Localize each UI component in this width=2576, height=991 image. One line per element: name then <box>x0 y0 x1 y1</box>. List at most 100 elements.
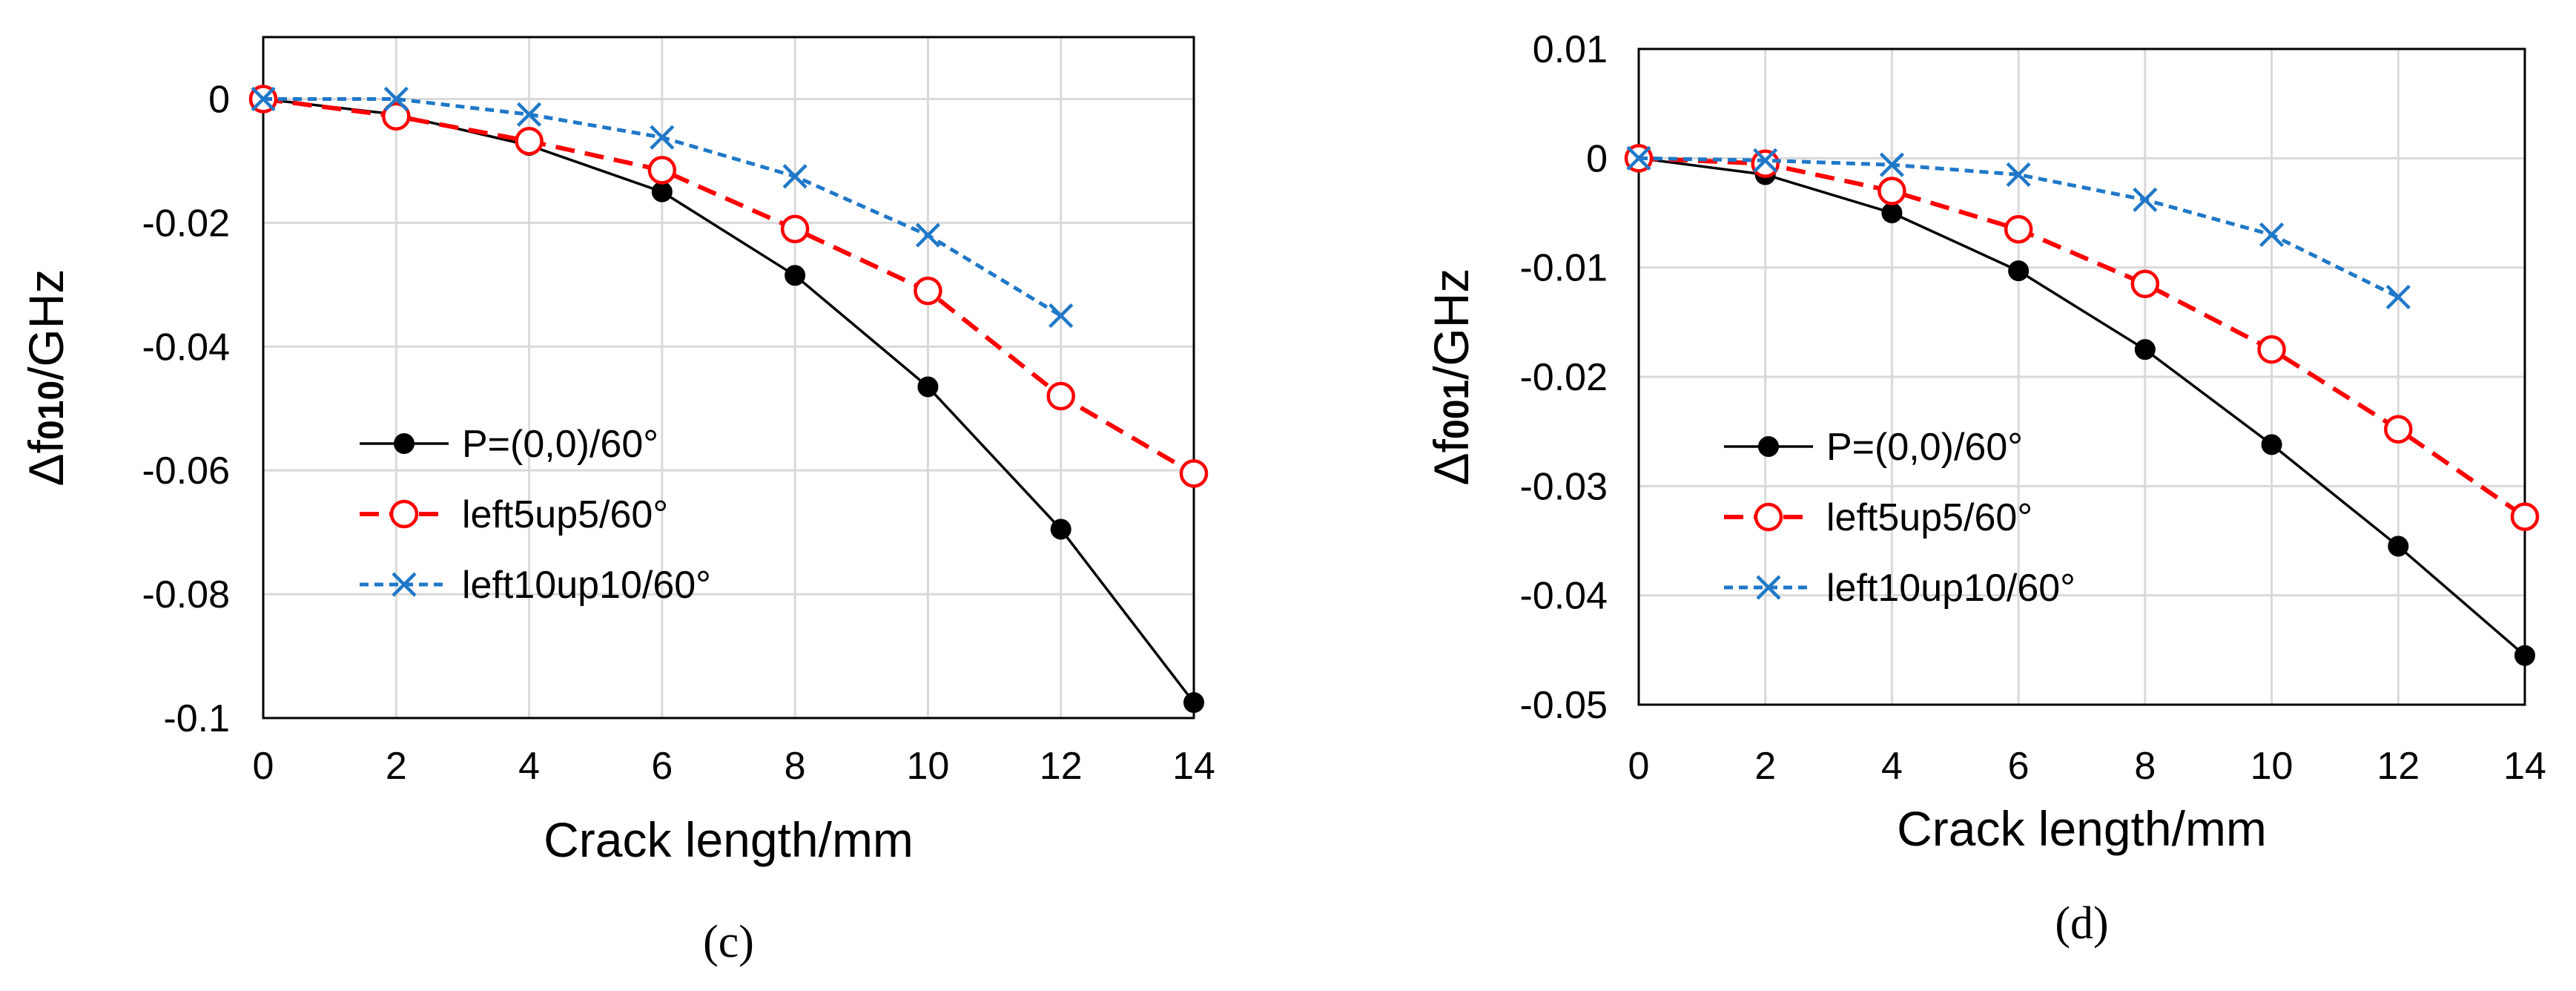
panel-caption: (d) <box>2055 898 2108 949</box>
plot-frame <box>262 36 1195 720</box>
series-2-point <box>1877 177 1906 205</box>
y-tick-label: -0.08 <box>142 573 230 616</box>
series-1-point <box>2008 260 2030 282</box>
series-1-point <box>917 376 939 398</box>
y-axis-label-subscript: 001 <box>1437 380 1476 439</box>
x-tick-label: 12 <box>1040 745 1083 788</box>
panel-caption: (c) <box>703 917 754 967</box>
panel-c-chart: 0 2 4 6 8 10 12 14 0 -0.02 -0.04 -0.06 -0.08 -0.1 Crac… <box>19 36 1215 967</box>
series-2-point <box>2004 214 2033 244</box>
legend-label-2: left5up5/60° <box>462 493 668 536</box>
series-3-point <box>1879 152 1905 177</box>
x-tick-label: 12 <box>2377 745 2420 788</box>
x-tick-label: 10 <box>907 745 950 788</box>
legend-label-1: P=(0,0)/60° <box>1826 426 2023 469</box>
panel-d-chart: 0 2 4 6 8 10 12 14 0.01 0 -0.01 -0.02 -0.03 -0.04 -0.0… <box>1424 28 2546 949</box>
series-2-point <box>1751 149 1780 178</box>
legend-marker-3 <box>1756 575 1781 600</box>
series-2-point <box>2257 335 2286 364</box>
series-3-point <box>650 125 675 150</box>
legend-label-3: left10up10/60° <box>1826 567 2075 610</box>
x-tick-label: 8 <box>785 745 806 788</box>
series-1-point <box>2261 434 2282 455</box>
y-axis-label-subscript: 010 <box>32 381 71 440</box>
y-axis-label-suffix: /GHz <box>19 269 73 381</box>
x-tick-label: 0 <box>253 745 274 788</box>
series-1-point <box>1050 518 1071 540</box>
y-axis-label: Δf010/GHz <box>19 269 73 487</box>
y-tick-label: -0.04 <box>1519 575 1608 618</box>
y-tick-label: -0.1 <box>163 697 230 740</box>
x-tick-label: 6 <box>2008 745 2030 788</box>
series-3-point <box>2006 162 2031 188</box>
series-line-2 <box>262 96 1195 475</box>
series-line-2 <box>1638 156 2526 519</box>
series-2-point <box>1046 381 1075 411</box>
y-tick-label: -0.02 <box>142 202 230 245</box>
series-3-point <box>782 164 808 189</box>
series-3-point <box>1626 145 1651 171</box>
series-1-point <box>2134 339 2156 360</box>
y-tick-label: -0.06 <box>142 450 230 493</box>
x-axis-label: Crack length/mm <box>544 812 914 867</box>
legend-marker-1 <box>1758 436 1779 457</box>
y-tick-label: -0.01 <box>1519 247 1608 290</box>
y-tick-label: -0.02 <box>1519 356 1608 399</box>
series-1-point <box>785 265 806 286</box>
legend-marker-2 <box>1754 502 1783 532</box>
series-1-point <box>1881 203 1903 223</box>
legend-label-2: left5up5/60° <box>1826 496 2032 539</box>
series-3-point <box>2133 187 2158 212</box>
x-tick-label: 4 <box>1881 745 1903 788</box>
legend-marker-3 <box>392 572 417 597</box>
legend-marker-2 <box>389 499 419 529</box>
series-2-point <box>515 126 544 156</box>
series-3-point <box>1048 303 1074 329</box>
series-3-point <box>915 223 941 248</box>
legend-label-1: P=(0,0)/60° <box>462 423 658 466</box>
plot-frame <box>1637 47 2526 706</box>
y-tick-label: 0.01 <box>1533 28 1608 71</box>
y-tick-label: 0 <box>1586 137 1608 180</box>
series-2-point <box>647 156 677 185</box>
y-tick-label: 0 <box>208 78 230 121</box>
x-tick-label: 2 <box>386 745 407 788</box>
series-3-point <box>516 102 542 127</box>
x-tick-label: 14 <box>1172 745 1215 788</box>
y-axis-label-prefix: Δf <box>19 439 73 486</box>
y-tick-label: -0.03 <box>1519 465 1608 508</box>
series-1-point <box>1183 692 1204 714</box>
x-tick-label: 2 <box>1754 745 1776 788</box>
series-1-point <box>2514 645 2535 666</box>
series-3-point <box>1753 148 1778 173</box>
series-2-point <box>780 214 810 243</box>
series-2-point <box>914 276 942 306</box>
x-tick-label: 10 <box>2250 745 2293 788</box>
y-tick-label: -0.05 <box>1519 684 1608 727</box>
y-axis-label: Δf001/GHz <box>1424 269 1479 486</box>
series-2-point <box>2130 269 2160 299</box>
series-3-point <box>251 86 276 112</box>
x-tick-label: 8 <box>2134 745 2156 788</box>
y-axis-label-prefix: Δf <box>1424 438 1479 485</box>
series-line-1 <box>1638 157 2526 657</box>
legend-marker-1 <box>394 433 415 454</box>
series-3-point <box>2259 222 2285 248</box>
series-3-point <box>2385 284 2411 310</box>
y-axis-label-suffix: /GHz <box>1424 269 1479 380</box>
legend-label-3: left10up10/60° <box>462 564 711 607</box>
series-2-point <box>382 102 411 131</box>
x-tick-label: 14 <box>2503 745 2546 788</box>
x-tick-label: 0 <box>1628 745 1650 788</box>
y-tick-label: -0.04 <box>142 326 230 369</box>
x-axis-label: Crack length/mm <box>1897 801 2267 856</box>
x-tick-label: 6 <box>651 745 673 788</box>
series-3-point <box>383 86 409 112</box>
x-tick-label: 4 <box>518 745 540 788</box>
series-1-point <box>651 181 673 203</box>
series-2-point <box>2510 502 2540 531</box>
series-2-point <box>2384 415 2413 444</box>
series-2-point <box>1179 459 1209 488</box>
series-1-point <box>2388 536 2409 557</box>
